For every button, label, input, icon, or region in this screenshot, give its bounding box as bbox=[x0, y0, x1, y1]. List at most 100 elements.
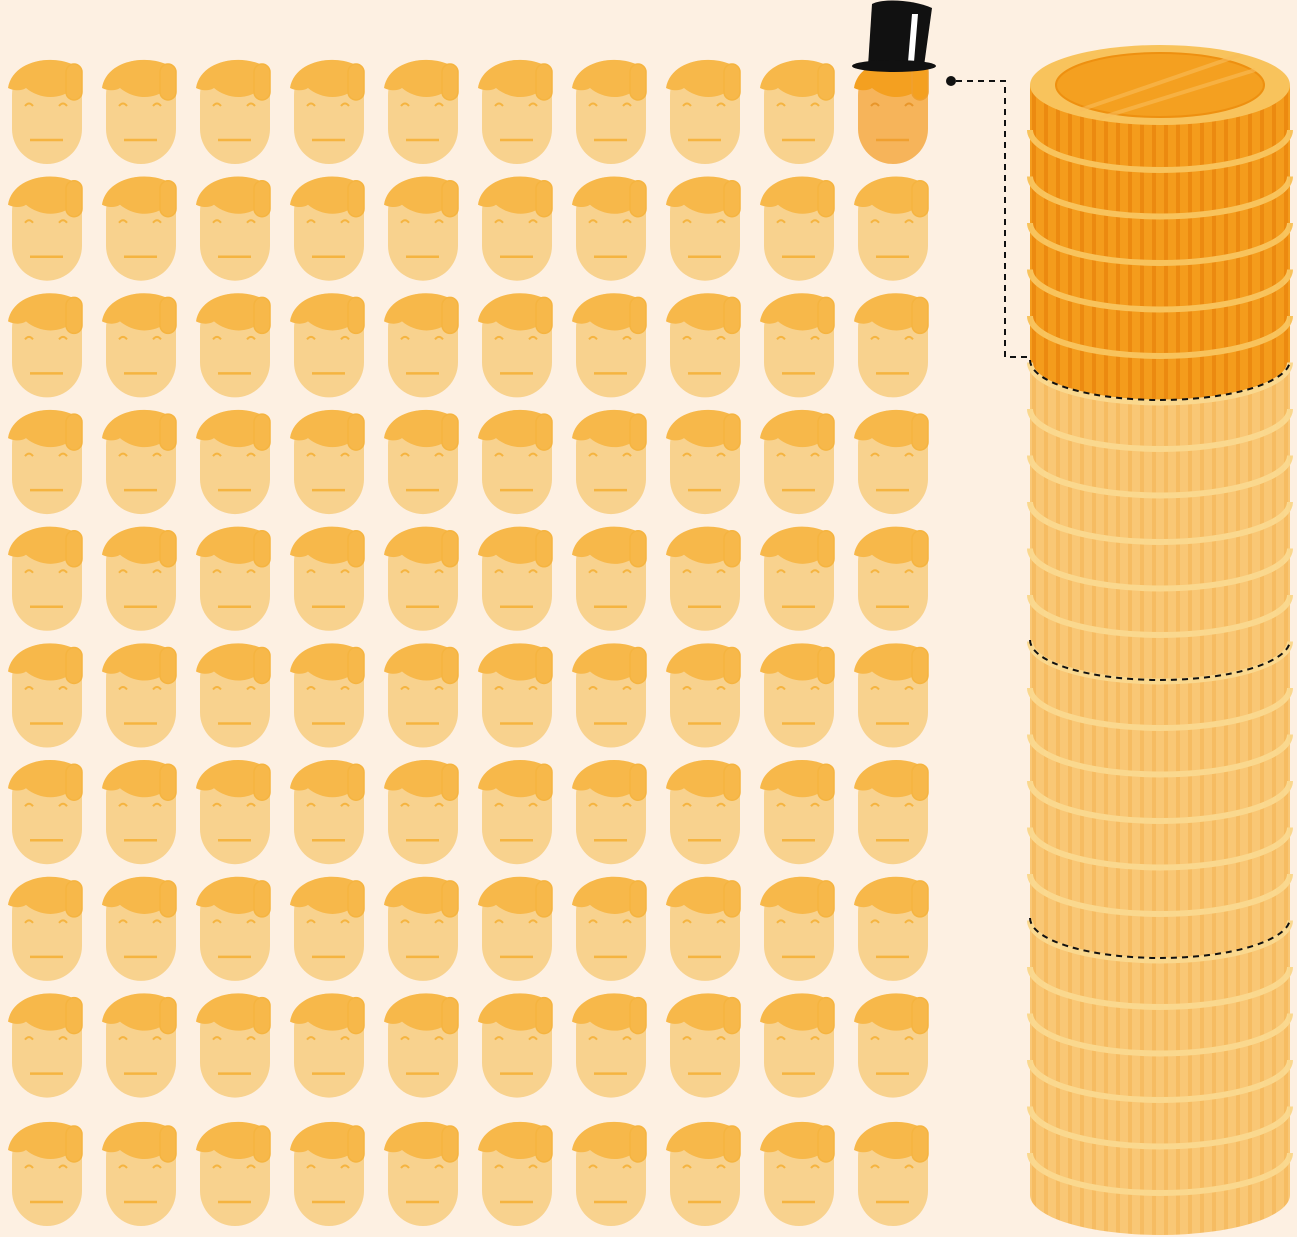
hair-tab bbox=[160, 64, 176, 100]
person bbox=[102, 877, 176, 981]
person bbox=[196, 993, 270, 1097]
hair-tab bbox=[348, 531, 364, 567]
person bbox=[572, 760, 646, 864]
hair-tab bbox=[630, 297, 646, 333]
hair-tab bbox=[66, 764, 82, 800]
person bbox=[8, 877, 82, 981]
hair-tab bbox=[912, 998, 928, 1034]
hair-tab bbox=[818, 181, 834, 217]
person bbox=[102, 293, 176, 397]
hair-tab bbox=[536, 64, 552, 100]
person bbox=[8, 293, 82, 397]
person bbox=[854, 643, 928, 747]
hair-tab bbox=[818, 998, 834, 1034]
hair-tab bbox=[630, 998, 646, 1034]
person bbox=[666, 410, 740, 514]
person bbox=[384, 643, 458, 747]
person bbox=[384, 877, 458, 981]
person bbox=[478, 877, 552, 981]
hair-tab bbox=[818, 881, 834, 917]
person bbox=[666, 293, 740, 397]
hair-tab bbox=[254, 414, 270, 450]
person bbox=[290, 527, 364, 631]
hair-tab bbox=[536, 648, 552, 684]
person bbox=[760, 60, 834, 164]
person bbox=[760, 177, 834, 281]
person bbox=[666, 760, 740, 864]
hair-tab bbox=[442, 64, 458, 100]
person bbox=[102, 1122, 176, 1226]
person bbox=[854, 293, 928, 397]
hair-tab bbox=[442, 764, 458, 800]
person bbox=[572, 293, 646, 397]
person bbox=[196, 1122, 270, 1226]
person bbox=[290, 877, 364, 981]
hair-tab bbox=[442, 181, 458, 217]
person bbox=[760, 760, 834, 864]
hair-tab bbox=[912, 181, 928, 217]
person bbox=[478, 760, 552, 864]
hair-tab bbox=[348, 64, 364, 100]
hair-tab bbox=[912, 764, 928, 800]
hair-tab bbox=[912, 414, 928, 450]
person bbox=[8, 760, 82, 864]
hair-tab bbox=[160, 881, 176, 917]
person bbox=[196, 527, 270, 631]
person bbox=[384, 527, 458, 631]
person bbox=[196, 293, 270, 397]
person bbox=[572, 877, 646, 981]
person bbox=[666, 527, 740, 631]
hair-tab bbox=[630, 414, 646, 450]
hair-tab bbox=[254, 1126, 270, 1162]
page: (() => { const ns = 'http://www.w3.org/2… bbox=[0, 0, 1297, 1237]
hair-tab bbox=[442, 998, 458, 1034]
hair-tab bbox=[442, 297, 458, 333]
person bbox=[666, 643, 740, 747]
hair-tab bbox=[724, 181, 740, 217]
coin-stack bbox=[1030, 45, 1290, 1235]
person bbox=[478, 293, 552, 397]
person bbox=[8, 177, 82, 281]
hair-tab bbox=[160, 181, 176, 217]
person bbox=[102, 60, 176, 164]
hair-tab bbox=[254, 297, 270, 333]
hair-tab bbox=[630, 881, 646, 917]
hair-tab bbox=[66, 648, 82, 684]
hair-tab bbox=[66, 998, 82, 1034]
person bbox=[666, 60, 740, 164]
hair-tab bbox=[160, 1126, 176, 1162]
hair-tab bbox=[818, 531, 834, 567]
hair-tab bbox=[66, 881, 82, 917]
hair-tab bbox=[536, 881, 552, 917]
person bbox=[478, 410, 552, 514]
hair-tab bbox=[724, 64, 740, 100]
hair-tab bbox=[160, 414, 176, 450]
person bbox=[572, 527, 646, 631]
hair-tab bbox=[442, 881, 458, 917]
hair-tab bbox=[442, 648, 458, 684]
hair-tab bbox=[724, 764, 740, 800]
hat-brim bbox=[852, 60, 936, 72]
hair-tab bbox=[818, 297, 834, 333]
hair-tab bbox=[536, 414, 552, 450]
person bbox=[478, 1122, 552, 1226]
person bbox=[102, 643, 176, 747]
person bbox=[854, 993, 928, 1097]
person bbox=[760, 527, 834, 631]
hair-tab bbox=[536, 764, 552, 800]
person bbox=[8, 60, 82, 164]
person bbox=[384, 410, 458, 514]
person bbox=[290, 177, 364, 281]
person bbox=[290, 293, 364, 397]
person bbox=[854, 877, 928, 981]
hair-tab bbox=[254, 881, 270, 917]
person bbox=[196, 177, 270, 281]
person bbox=[572, 60, 646, 164]
hair-tab bbox=[254, 764, 270, 800]
person bbox=[478, 177, 552, 281]
hair-tab bbox=[818, 648, 834, 684]
hair-tab bbox=[818, 414, 834, 450]
hair-tab bbox=[348, 881, 364, 917]
person bbox=[760, 1122, 834, 1226]
hair-tab bbox=[160, 998, 176, 1034]
